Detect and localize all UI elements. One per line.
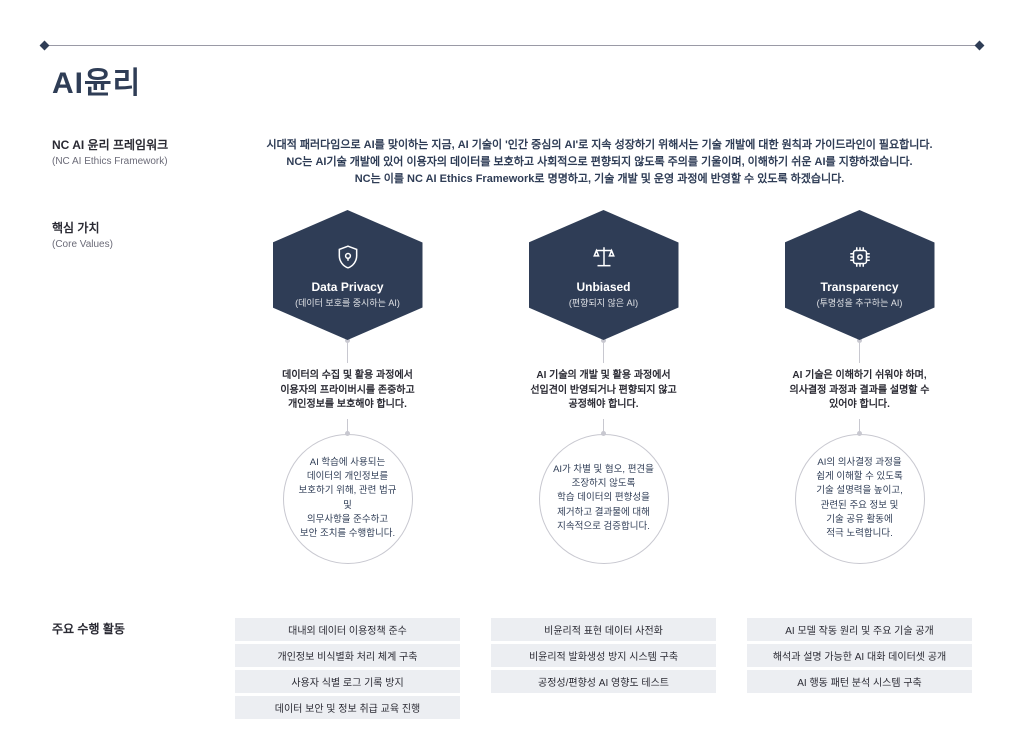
- chip-icon: [845, 242, 875, 272]
- hex-title: Data Privacy: [311, 280, 383, 294]
- hex-transparency: Transparency (투명성을 추구하는 AI): [785, 210, 935, 340]
- value-desc: AI 기술은 이해하기 쉬워야 하며, 의사결정 과정과 결과를 설명할 수 있…: [790, 369, 930, 413]
- value-circle: AI가 차별 및 혐오, 편견을 조장하지 않도록 학습 데이터의 편향성을 제…: [539, 434, 669, 564]
- framework-label: NC AI 윤리 프레임워크 (NC AI Ethics Framework): [52, 137, 168, 169]
- framework-intro: 시대적 패러다임으로 AI를 맞이하는 지금, AI 기술이 '인간 중심의 A…: [235, 137, 964, 188]
- activity-item: AI 행동 패턴 분석 시스템 구축: [747, 670, 972, 693]
- activity-item: 데이터 보안 및 정보 취급 교육 진행: [235, 696, 460, 719]
- activities-col-unbiased: 비윤리적 표현 데이터 사전화비윤리적 발화생성 방지 시스템 구축공정성/편향…: [491, 618, 716, 719]
- core-values-label-en: (Core Values): [52, 238, 113, 252]
- connector-line: [859, 341, 860, 363]
- core-values-columns: Data Privacy (데이터 보호를 중시하는 AI) 데이터의 수집 및…: [235, 210, 972, 564]
- framework-label-en: (NC AI Ethics Framework): [52, 155, 168, 169]
- activities-col-transparency: AI 모델 작동 원리 및 주요 기술 공개해석과 설명 가능한 AI 대화 데…: [747, 618, 972, 719]
- activity-item: 비윤리적 발화생성 방지 시스템 구축: [491, 644, 716, 667]
- intro-line-1: 시대적 패러다임으로 AI를 맞이하는 지금, AI 기술이 '인간 중심의 A…: [235, 137, 964, 154]
- hex-subtitle: (투명성을 추구하는 AI): [817, 296, 903, 309]
- activities-col-privacy: 대내외 데이터 이용정책 준수개인정보 비식별화 처리 체계 구축사용자 식별 …: [235, 618, 460, 719]
- intro-line-2: NC는 AI기술 개발에 있어 이용자의 데이터를 보호하고 사회적으로 편향되…: [235, 154, 964, 171]
- hex-subtitle: (데이터 보호를 중시하는 AI): [295, 296, 400, 309]
- activity-item: 공정성/편향성 AI 영향도 테스트: [491, 670, 716, 693]
- activity-item: 대내외 데이터 이용정책 준수: [235, 618, 460, 641]
- page-title: AI윤리: [52, 58, 141, 102]
- value-circle: AI의 의사결정 과정을 쉽게 이해할 수 있도록 기술 설명력을 높이고, 관…: [795, 434, 925, 564]
- value-circle: AI 학습에 사용되는 데이터의 개인정보를 보호하기 위해, 관련 법규 및 …: [283, 434, 413, 564]
- core-values-label-ko: 핵심 가치: [52, 221, 100, 235]
- activity-item: 비윤리적 표현 데이터 사전화: [491, 618, 716, 641]
- value-column-unbiased: Unbiased (편향되지 않은 AI) AI 기술의 개발 및 활용 과정에…: [491, 210, 716, 564]
- value-desc: 데이터의 수집 및 활용 과정에서 이용자의 프라이버시를 존중하고 개인정보를…: [280, 369, 414, 413]
- activity-item: AI 모델 작동 원리 및 주요 기술 공개: [747, 618, 972, 641]
- activity-item: 개인정보 비식별화 처리 체계 구축: [235, 644, 460, 667]
- value-column-transparency: Transparency (투명성을 추구하는 AI) AI 기술은 이해하기 …: [747, 210, 972, 564]
- decorative-divider: [44, 45, 980, 46]
- intro-line-3: NC는 이를 NC AI Ethics Framework로 명명하고, 기술 …: [235, 171, 964, 188]
- core-values-label: 핵심 가치 (Core Values): [52, 220, 113, 252]
- activities-row: 대내외 데이터 이용정책 준수개인정보 비식별화 처리 체계 구축사용자 식별 …: [235, 618, 972, 719]
- activity-item: 사용자 식별 로그 기록 방지: [235, 670, 460, 693]
- framework-label-ko: NC AI 윤리 프레임워크: [52, 138, 168, 152]
- activity-item: 해석과 설명 가능한 AI 대화 데이터셋 공개: [747, 644, 972, 667]
- hex-title: Transparency: [820, 280, 898, 294]
- hex-unbiased: Unbiased (편향되지 않은 AI): [529, 210, 679, 340]
- scale-icon: [589, 242, 619, 272]
- value-desc: AI 기술의 개발 및 활용 과정에서 선입견이 반영되거나 편향되지 않고 공…: [530, 369, 676, 413]
- value-column-privacy: Data Privacy (데이터 보호를 중시하는 AI) 데이터의 수집 및…: [235, 210, 460, 564]
- hex-subtitle: (편향되지 않은 AI): [569, 296, 638, 309]
- connector-line: [347, 341, 348, 363]
- shield-icon: [333, 242, 363, 272]
- connector-line: [603, 341, 604, 363]
- activities-label: 주요 수행 활동: [52, 620, 125, 637]
- hex-title: Unbiased: [576, 280, 630, 294]
- hex-privacy: Data Privacy (데이터 보호를 중시하는 AI): [273, 210, 423, 340]
